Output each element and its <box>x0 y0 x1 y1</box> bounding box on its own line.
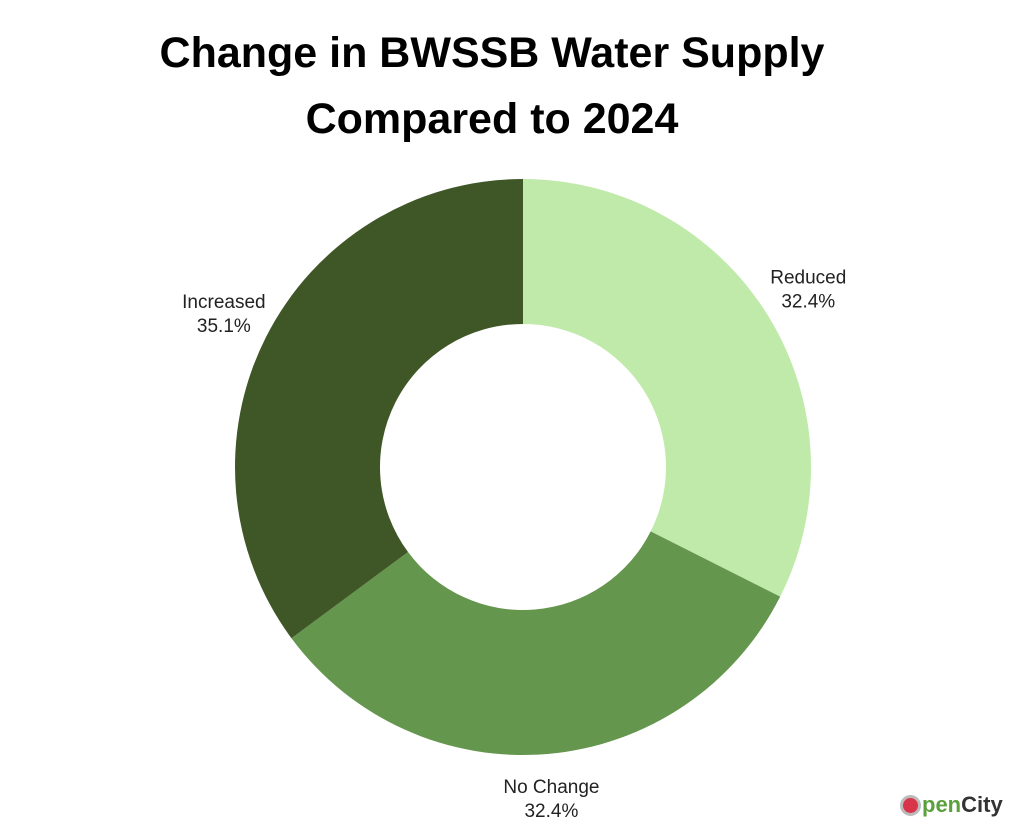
slice-increased <box>234 179 523 639</box>
slice-reduced <box>523 179 811 597</box>
slice-name-label: Increased <box>182 292 265 313</box>
slice-value-label: 32.4% <box>781 291 835 312</box>
chart-title: Change in BWSSB Water Supply Compared to… <box>0 20 984 152</box>
slice-value-label: 32.4% <box>524 801 578 822</box>
logo-text-pen: pen <box>922 792 962 817</box>
logo-text-city: City <box>961 792 1003 817</box>
logo-o-icon <box>900 794 921 816</box>
slice-name-label: Reduced <box>770 267 846 288</box>
slice-name-label: No Change <box>503 777 599 798</box>
slice-value-label: 35.1% <box>197 316 251 337</box>
title-line-1: Change in BWSSB Water Supply <box>159 29 825 77</box>
opencity-logo: pen City <box>900 790 1003 820</box>
title-line-2: Compared to 2024 <box>305 95 679 143</box>
slice-no-change <box>291 531 781 755</box>
